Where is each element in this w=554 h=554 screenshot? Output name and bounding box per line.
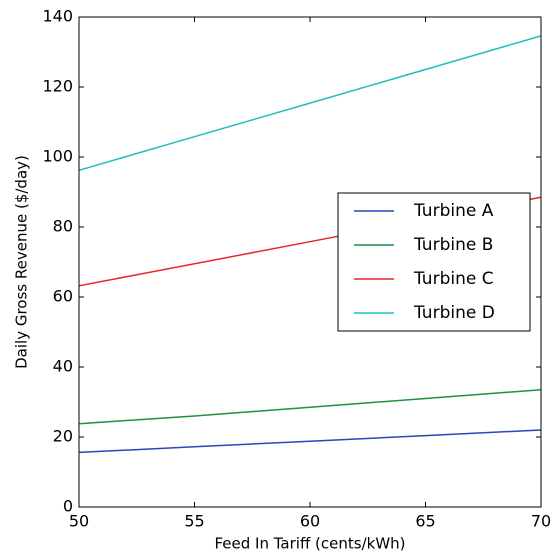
line	[78, 389, 542, 425]
y-tick-label: 140	[42, 7, 73, 26]
x-tick-label: 60	[300, 512, 320, 531]
y-tick-label: 0	[63, 497, 73, 516]
legend-label: Turbine C	[413, 269, 494, 289]
y-tick-label: 80	[53, 217, 73, 236]
line	[78, 35, 542, 172]
x-tick-label: 55	[184, 512, 204, 531]
y-tick-label: 60	[53, 287, 73, 306]
y-tick-label: 20	[53, 427, 73, 446]
legend-label: Turbine B	[413, 235, 493, 255]
legend-box	[337, 192, 531, 332]
x-axis-label: Feed In Tariff (cents/kWh)	[214, 535, 405, 553]
line	[78, 429, 542, 454]
x-tick-label: 50	[69, 512, 89, 531]
legend-label: Turbine D	[413, 303, 495, 323]
y-tick-label: 40	[53, 357, 73, 376]
x-tick-label: 70	[531, 512, 551, 531]
y-axis-label: Daily Gross Revenue ($/day)	[13, 155, 31, 369]
x-tick-label: 65	[415, 512, 435, 531]
legend-label: Turbine A	[413, 201, 494, 221]
y-tick-label: 100	[42, 147, 73, 166]
y-tick-label: 120	[42, 77, 73, 96]
